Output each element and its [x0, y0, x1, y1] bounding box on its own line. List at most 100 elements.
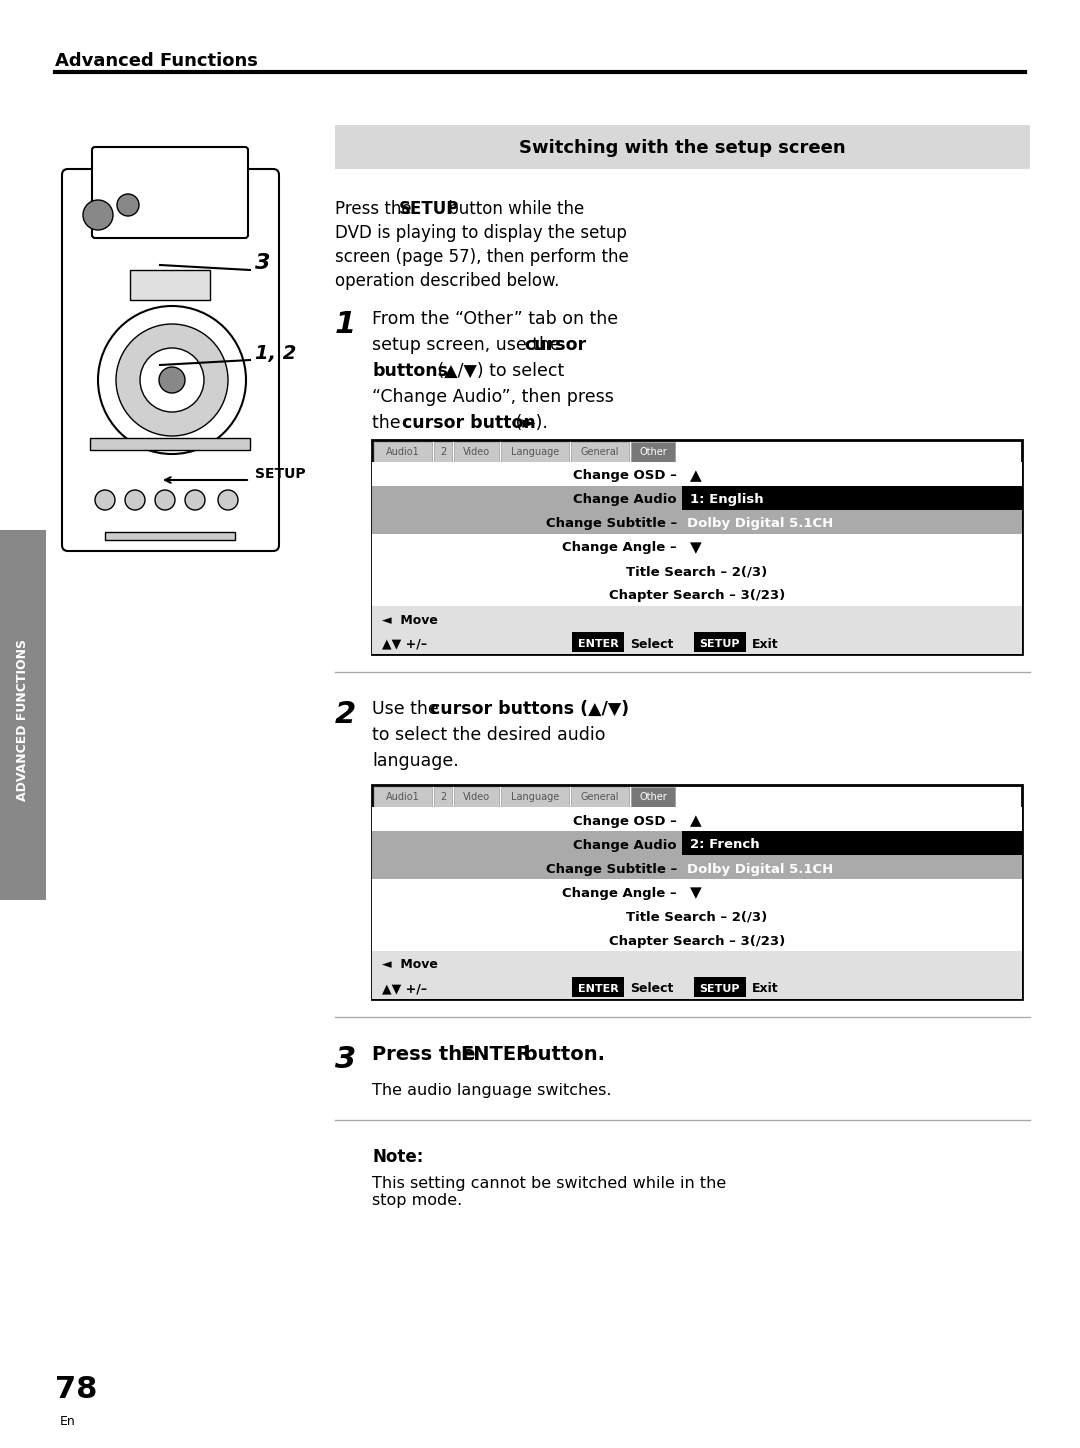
Text: General: General [581, 447, 619, 458]
Text: cursor button: cursor button [402, 414, 536, 432]
Text: SETUP: SETUP [255, 468, 306, 481]
FancyBboxPatch shape [501, 788, 569, 807]
Text: Title Search – 2(/3): Title Search – 2(/3) [626, 911, 768, 924]
Text: Exit: Exit [752, 983, 779, 996]
Text: (►).: (►). [510, 414, 548, 432]
FancyBboxPatch shape [372, 831, 1022, 854]
FancyBboxPatch shape [571, 442, 629, 462]
Text: 1: English: 1: English [690, 494, 764, 507]
Circle shape [95, 489, 114, 510]
FancyBboxPatch shape [372, 487, 681, 510]
Text: Change Audio: Change Audio [573, 494, 677, 507]
FancyBboxPatch shape [105, 531, 235, 540]
Circle shape [185, 489, 205, 510]
Text: 1: 1 [335, 310, 356, 339]
FancyBboxPatch shape [372, 607, 1022, 630]
FancyBboxPatch shape [372, 785, 1022, 999]
Text: SETUP: SETUP [700, 639, 740, 649]
Text: ◄  Move: ◄ Move [382, 959, 437, 972]
FancyBboxPatch shape [572, 977, 624, 998]
FancyBboxPatch shape [372, 854, 1022, 879]
Text: ▼: ▼ [690, 886, 702, 901]
Text: Other: Other [639, 447, 666, 458]
Text: 3: 3 [335, 1045, 356, 1074]
Text: ENTER: ENTER [578, 639, 619, 649]
FancyBboxPatch shape [372, 879, 1022, 904]
FancyBboxPatch shape [374, 788, 432, 807]
Text: Change OSD –: Change OSD – [573, 469, 677, 482]
FancyBboxPatch shape [372, 534, 1022, 557]
FancyBboxPatch shape [372, 440, 1022, 654]
FancyBboxPatch shape [372, 630, 1022, 654]
Text: cursor buttons (▲/▼): cursor buttons (▲/▼) [430, 699, 630, 718]
FancyBboxPatch shape [372, 904, 1022, 927]
Text: Switching with the setup screen: Switching with the setup screen [519, 139, 846, 156]
Text: ENTER: ENTER [578, 985, 619, 993]
FancyBboxPatch shape [372, 631, 1022, 654]
FancyBboxPatch shape [572, 631, 624, 652]
Text: button while the: button while the [443, 200, 584, 219]
Text: Change Angle –: Change Angle – [563, 886, 677, 899]
Text: Press the: Press the [372, 1045, 483, 1064]
Text: The audio language switches.: The audio language switches. [372, 1083, 611, 1098]
Text: Advanced Functions: Advanced Functions [55, 52, 258, 70]
FancyBboxPatch shape [501, 442, 569, 462]
Text: 2: French: 2: French [690, 838, 759, 851]
FancyBboxPatch shape [434, 788, 453, 807]
FancyBboxPatch shape [372, 462, 1022, 487]
Text: From the “Other” tab on the: From the “Other” tab on the [372, 310, 618, 329]
FancyBboxPatch shape [335, 125, 1030, 169]
Text: SETUP: SETUP [700, 985, 740, 993]
Text: 2: 2 [440, 447, 446, 458]
Text: button.: button. [517, 1045, 605, 1064]
Text: 2: 2 [335, 699, 356, 728]
FancyBboxPatch shape [454, 442, 499, 462]
Circle shape [83, 200, 113, 230]
Text: This setting cannot be switched while in the
stop mode.: This setting cannot be switched while in… [372, 1176, 726, 1209]
Text: ▲: ▲ [690, 814, 702, 828]
Circle shape [117, 194, 139, 216]
Text: (▲/▼) to select: (▲/▼) to select [432, 362, 564, 379]
Text: the: the [372, 414, 406, 432]
FancyBboxPatch shape [434, 442, 453, 462]
Text: ENTER: ENTER [460, 1045, 531, 1064]
Text: screen (page 57), then perform the: screen (page 57), then perform the [335, 248, 629, 266]
Circle shape [159, 366, 185, 392]
Text: Chapter Search – 3(/23): Chapter Search – 3(/23) [609, 934, 785, 947]
Text: Chapter Search – 3(/23): Chapter Search – 3(/23) [609, 589, 785, 602]
Text: “Change Audio”, then press: “Change Audio”, then press [372, 388, 613, 405]
FancyBboxPatch shape [0, 530, 46, 901]
FancyBboxPatch shape [62, 169, 279, 552]
Text: SETUP: SETUP [399, 200, 459, 219]
Text: Press the: Press the [335, 200, 417, 219]
Circle shape [125, 489, 145, 510]
Text: Audio1: Audio1 [387, 447, 420, 458]
Text: Change Angle –: Change Angle – [563, 542, 677, 555]
Text: setup screen, use the: setup screen, use the [372, 336, 566, 353]
Circle shape [218, 489, 238, 510]
Text: Other: Other [639, 792, 666, 802]
Text: Language: Language [511, 447, 559, 458]
Text: Change Audio: Change Audio [573, 838, 677, 851]
Text: Change OSD –: Change OSD – [573, 814, 677, 827]
Text: General: General [581, 792, 619, 802]
FancyBboxPatch shape [372, 927, 1022, 951]
FancyBboxPatch shape [681, 487, 1022, 510]
Text: En: En [60, 1415, 76, 1428]
FancyBboxPatch shape [372, 951, 1022, 975]
FancyBboxPatch shape [681, 831, 1022, 854]
FancyBboxPatch shape [631, 788, 675, 807]
Text: Select: Select [630, 637, 673, 650]
Text: to select the desired audio: to select the desired audio [372, 725, 606, 744]
FancyBboxPatch shape [454, 788, 499, 807]
Text: Use the: Use the [372, 699, 444, 718]
FancyBboxPatch shape [694, 631, 746, 652]
FancyBboxPatch shape [694, 977, 746, 998]
FancyBboxPatch shape [92, 148, 248, 237]
Circle shape [156, 489, 175, 510]
FancyBboxPatch shape [372, 582, 1022, 607]
Text: ▼: ▼ [690, 540, 702, 556]
Text: 78: 78 [55, 1376, 97, 1405]
Text: Video: Video [463, 447, 490, 458]
Text: 2: 2 [440, 792, 446, 802]
